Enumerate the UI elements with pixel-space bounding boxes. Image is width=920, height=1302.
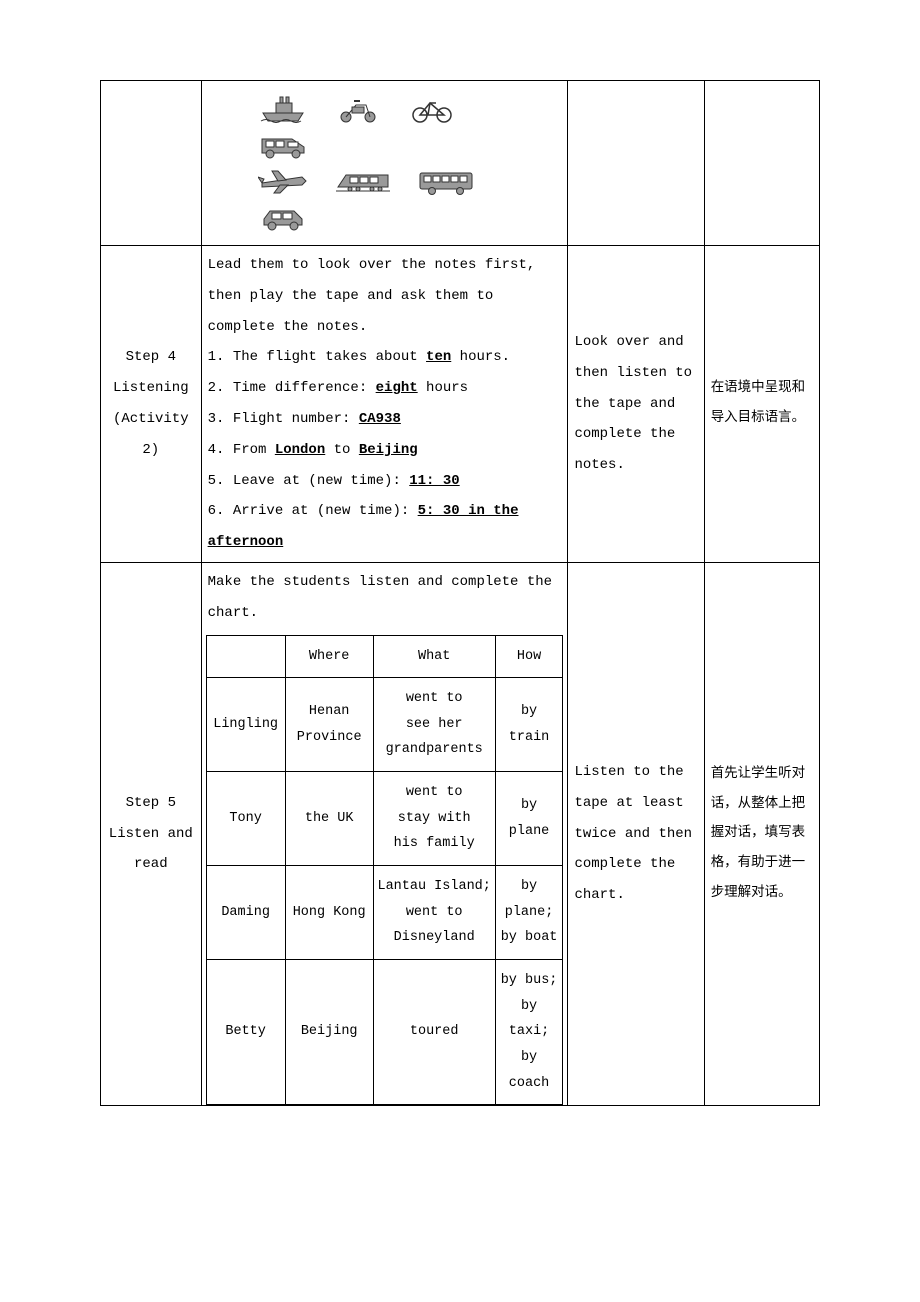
bus-icon xyxy=(418,167,474,195)
table-row: Betty Beijing toured by bus; by taxi; by… xyxy=(206,959,563,1104)
inner-cell: went to see her grandparents xyxy=(373,678,495,772)
note-item: 5. Leave at (new time): 11: 30 xyxy=(208,466,562,497)
inner-header-what: What xyxy=(373,635,495,678)
scooter-icon xyxy=(336,95,380,123)
step4-student: Look over and then listen to the tape an… xyxy=(568,246,704,563)
note-item: 4. From London to Beijing xyxy=(208,435,562,466)
step4-purpose: 在语境中呈现和导入目标语言。 xyxy=(704,246,819,563)
train-icon xyxy=(336,167,390,195)
lesson-plan-table: Step 4 Listening (Activity 2) Lead them … xyxy=(100,80,820,1106)
table-row: Daming Hong Kong Lantau Island; went to … xyxy=(206,866,563,960)
step-text: (Activity 2) xyxy=(113,411,189,458)
table-row: Step 4 Listening (Activity 2) Lead them … xyxy=(101,246,820,563)
inner-header-how: How xyxy=(495,635,563,678)
ship-icon xyxy=(258,95,308,123)
inner-cell: Tony xyxy=(206,772,285,866)
inner-chart: Where What How Lingling Henan Province w… xyxy=(206,635,564,1106)
table-row: Lingling Henan Province went to see her … xyxy=(206,678,563,772)
step5-teacher: Make the students listen and complete th… xyxy=(201,562,568,1105)
step-text: Step 5 xyxy=(126,795,176,811)
step-text: Step 4 xyxy=(126,349,176,365)
inner-cell: went to stay with his family xyxy=(373,772,495,866)
table-row: Step 5 Listen and read Make the students… xyxy=(101,562,820,1105)
inner-cell: by plane; by boat xyxy=(495,866,563,960)
inner-cell: Betty xyxy=(206,959,285,1104)
step5-purpose: 首先让学生听对话，从整体上把握对话，填写表格，有助于进一步理解对话。 xyxy=(704,562,819,1105)
table-row: Tony the UK went to stay with his family… xyxy=(206,772,563,866)
inner-cell: Lantau Island; went to Disneyland xyxy=(373,866,495,960)
inner-cell: toured xyxy=(373,959,495,1104)
inner-cell: Beijing xyxy=(285,959,373,1104)
lead-text: Lead them to look over the notes first, … xyxy=(208,250,562,342)
vehicle-icons-cell xyxy=(201,81,568,246)
step-text: Listening xyxy=(113,380,189,396)
inner-cell: by bus; by taxi; by coach xyxy=(495,959,563,1104)
note-item: afternoon xyxy=(208,527,562,558)
plane-icon xyxy=(258,167,308,195)
inner-cell: by plane xyxy=(495,772,563,866)
step-cell-empty xyxy=(101,81,202,246)
step5-label: Step 5 Listen and read xyxy=(101,562,202,1105)
inner-cell: Lingling xyxy=(206,678,285,772)
note-item: 1. The flight takes about ten hours. xyxy=(208,342,562,373)
step5-student: Listen to the tape at least twice and th… xyxy=(568,562,704,1105)
inner-header-where: Where xyxy=(285,635,373,678)
lead-text: Make the students listen and complete th… xyxy=(206,567,564,629)
minibus-icon xyxy=(258,131,308,159)
step4-teacher: Lead them to look over the notes first, … xyxy=(201,246,568,563)
inner-cell: Hong Kong xyxy=(285,866,373,960)
car-icon xyxy=(258,203,308,231)
inner-cell: Daming xyxy=(206,866,285,960)
step-text: Listen and xyxy=(109,826,193,842)
table-row: Where What How xyxy=(206,635,563,678)
note-item: 6. Arrive at (new time): 5: 30 in the xyxy=(208,496,562,527)
step4-label: Step 4 Listening (Activity 2) xyxy=(101,246,202,563)
note-item: 3. Flight number: CA938 xyxy=(208,404,562,435)
bicycle-icon xyxy=(408,95,456,123)
note-item: 2. Time difference: eight hours xyxy=(208,373,562,404)
inner-cell: Henan Province xyxy=(285,678,373,772)
student-cell-empty xyxy=(568,81,704,246)
vehicle-icons xyxy=(208,85,562,241)
purpose-cell-empty xyxy=(704,81,819,246)
page: Step 4 Listening (Activity 2) Lead them … xyxy=(0,0,920,1166)
inner-header-empty xyxy=(206,635,285,678)
inner-cell: by train xyxy=(495,678,563,772)
inner-cell: the UK xyxy=(285,772,373,866)
table-row xyxy=(101,81,820,246)
step-text: read xyxy=(134,856,168,872)
